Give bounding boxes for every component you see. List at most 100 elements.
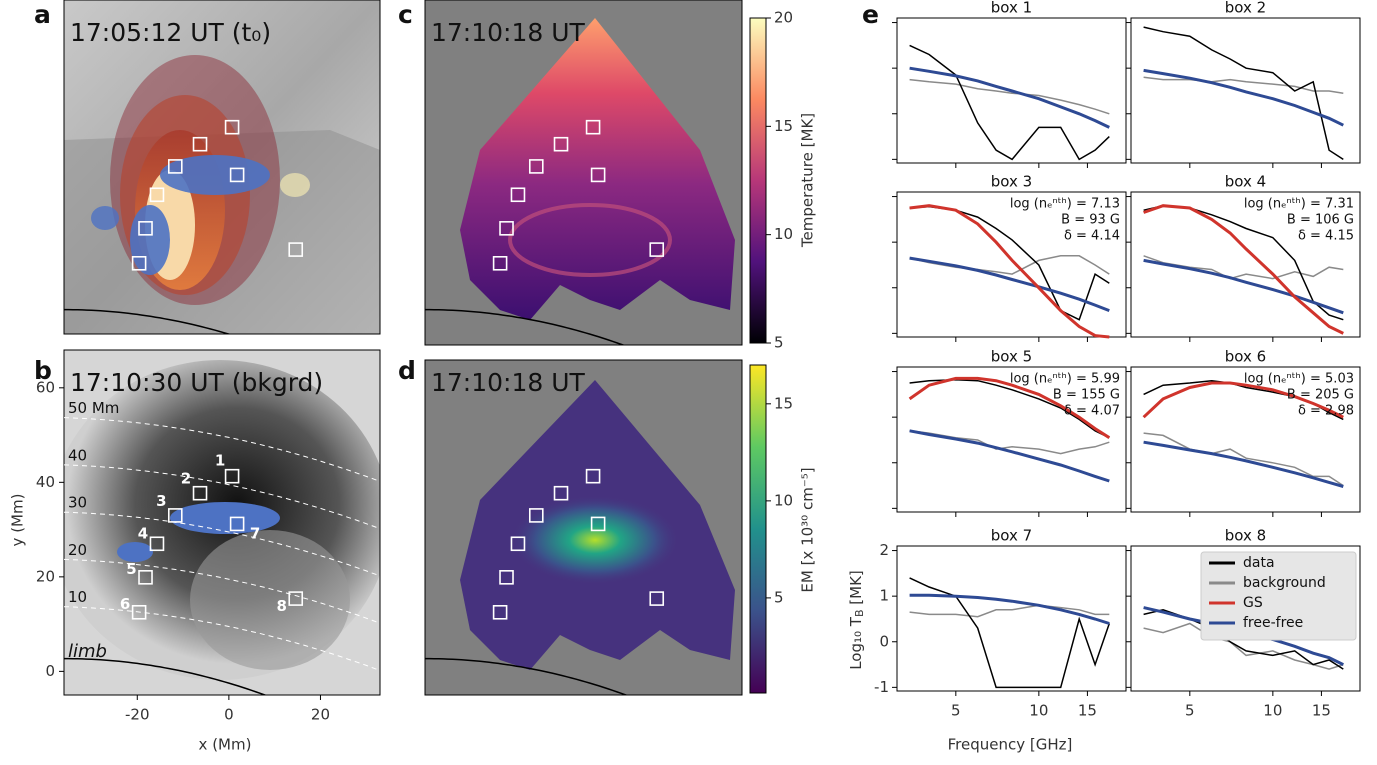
spectrum-free-free bbox=[909, 256, 1110, 312]
colorbar-tick-label: 10 bbox=[774, 225, 793, 243]
y-axis-label: y (Mm) bbox=[9, 494, 27, 547]
fit-annotation: δ = 2.98 bbox=[1298, 404, 1354, 419]
panel-b-image bbox=[64, 350, 380, 695]
spectrum-background bbox=[909, 604, 1110, 618]
colorbar-tick-label: 15 bbox=[774, 117, 793, 135]
box-marker bbox=[288, 591, 304, 606]
spectrum-frame bbox=[896, 191, 1127, 338]
spectrum-free-free bbox=[909, 66, 1110, 129]
fit-annotation: B = 155 G bbox=[1053, 388, 1120, 403]
y-tick-label: 40 bbox=[36, 473, 55, 491]
spectrum-gs bbox=[1143, 204, 1344, 335]
colorbar-tick-label: 5 bbox=[774, 334, 784, 352]
box-title: box 2 bbox=[1225, 0, 1266, 17]
box-label: 1 bbox=[215, 452, 225, 470]
panel-a-image bbox=[64, 0, 380, 334]
panel-letter: b bbox=[34, 356, 52, 385]
fit-annotation: log (nₑⁿᵗʰ) = 7.31 bbox=[1244, 197, 1354, 212]
y-label-main: Log₁₀ T bbox=[847, 616, 865, 670]
limb bbox=[425, 308, 626, 345]
y-tick-label: 60 bbox=[36, 378, 55, 396]
box-label: 2 bbox=[181, 470, 191, 488]
panel-b-frame bbox=[63, 349, 381, 696]
panel-letter: c bbox=[398, 0, 413, 29]
panel-time: 17:10:30 UT (bkgrd) bbox=[70, 368, 323, 397]
limb-group bbox=[64, 657, 268, 695]
spectrum-frame bbox=[896, 545, 1127, 692]
box-marker bbox=[149, 187, 165, 203]
box-title: box 8 bbox=[1225, 527, 1266, 545]
limb bbox=[425, 657, 629, 695]
box-marker bbox=[510, 187, 526, 203]
x-axis-label: Frequency [GHz] bbox=[948, 736, 1073, 754]
x-tick-label: 0 bbox=[224, 706, 234, 724]
limb bbox=[64, 308, 232, 334]
spectrum-free-free bbox=[909, 593, 1110, 625]
spectrum-data bbox=[909, 44, 1110, 161]
limb-group bbox=[64, 308, 232, 334]
box-title: box 1 bbox=[991, 0, 1032, 17]
colorbar-label: Temperature [MK] bbox=[799, 113, 817, 248]
box-marker bbox=[149, 536, 165, 552]
contour-label: 20 bbox=[68, 541, 87, 559]
panel-letter: d bbox=[398, 356, 416, 385]
x-tick-label: 15 bbox=[1312, 702, 1331, 720]
box-marker bbox=[590, 167, 606, 183]
box-marker bbox=[224, 468, 240, 484]
box-marker bbox=[167, 159, 183, 174]
limb bbox=[64, 657, 268, 695]
box-marker bbox=[510, 536, 526, 552]
y-label-unit: [MK] bbox=[847, 570, 865, 609]
x-tick-label: 5 bbox=[1185, 702, 1195, 720]
box-marker bbox=[138, 570, 153, 585]
fit-annotation: B = 205 G bbox=[1287, 388, 1354, 403]
box-marker bbox=[528, 508, 544, 523]
y-tick-label: 1 bbox=[879, 587, 889, 605]
y-label-sub: B bbox=[853, 609, 866, 617]
panel-letter: a bbox=[34, 0, 51, 29]
box-marker bbox=[131, 255, 147, 271]
y-tick-label: 0 bbox=[45, 662, 55, 680]
box-marker bbox=[492, 255, 508, 271]
box-marker bbox=[499, 221, 514, 236]
fit-annotation: δ = 4.15 bbox=[1298, 229, 1354, 244]
colorbar-frame bbox=[749, 364, 767, 694]
box-marker bbox=[167, 508, 183, 523]
legend-box bbox=[1200, 551, 1357, 641]
box-marker bbox=[192, 485, 208, 501]
panel-time: 17:10:18 UT bbox=[431, 18, 586, 47]
box-marker bbox=[649, 242, 665, 257]
spectrum-background bbox=[909, 78, 1110, 115]
colorbar-tick-label: 15 bbox=[774, 394, 793, 412]
box-marker bbox=[553, 136, 569, 152]
box-marker bbox=[649, 591, 665, 606]
legend-label: data bbox=[1243, 555, 1275, 571]
contour-label: 10 bbox=[68, 588, 87, 606]
box-marker bbox=[288, 242, 304, 257]
fit-annotation: δ = 4.14 bbox=[1064, 229, 1120, 244]
limb-group bbox=[425, 308, 626, 345]
spectrum-free-free bbox=[1143, 68, 1344, 127]
box-marker bbox=[138, 221, 153, 236]
box-label: 3 bbox=[156, 492, 166, 510]
spectrum-free-free bbox=[909, 429, 1110, 483]
spectrum-data bbox=[909, 577, 1111, 689]
panel-time: 17:05:12 UT (t₀) bbox=[70, 18, 271, 47]
box-marker bbox=[499, 570, 514, 585]
box-label: 4 bbox=[138, 524, 148, 542]
box-marker bbox=[585, 468, 601, 484]
box-title: box 7 bbox=[991, 527, 1032, 545]
colorbar-tick-label: 20 bbox=[774, 9, 793, 27]
contour-label: 50 Mm bbox=[68, 399, 119, 417]
box-marker bbox=[229, 167, 245, 183]
colorbar-frame bbox=[749, 17, 767, 344]
spectrum-data bbox=[1143, 26, 1344, 161]
box-title: box 4 bbox=[1225, 173, 1266, 191]
fit-annotation: log (nₑⁿᵗʰ) = 7.13 bbox=[1010, 197, 1120, 212]
spectrum-background bbox=[1143, 76, 1344, 94]
x-tick-label: -20 bbox=[125, 706, 150, 724]
box-label: 7 bbox=[250, 524, 260, 542]
panel-c-frame bbox=[424, 0, 743, 346]
box-marker bbox=[224, 119, 240, 135]
